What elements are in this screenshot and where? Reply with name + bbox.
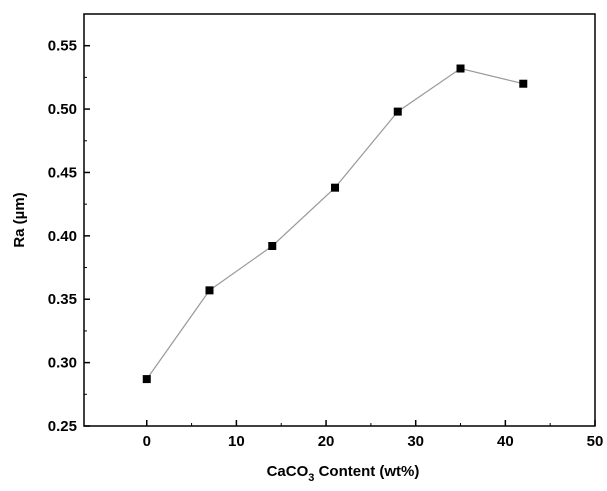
x-tick-label: 10 xyxy=(228,433,245,450)
y-axis-ticks: 0.25 0.30 0.35 0.40 0.45 0.50 0.55 xyxy=(48,38,90,435)
data-point-marker xyxy=(268,241,277,250)
y-tick-label: 0.25 xyxy=(48,418,77,435)
x-axis-title-suffix: Content (wt%) xyxy=(314,463,419,480)
data-point-marker xyxy=(142,375,151,384)
x-tick-label: 50 xyxy=(587,433,604,450)
data-point-marker xyxy=(331,183,340,192)
x-axis-ticks: 0 10 20 30 40 50 xyxy=(143,420,604,450)
x-tick-label: 40 xyxy=(497,433,514,450)
y-axis-title: Ra (µm) xyxy=(11,192,28,247)
y-tick-label: 0.30 xyxy=(48,355,77,372)
data-point-marker xyxy=(519,79,528,88)
data-point-marker xyxy=(205,286,214,295)
x-axis-title-prefix: CaCO xyxy=(267,463,309,480)
x-tick-label: 30 xyxy=(407,433,424,450)
x-tick-label: 20 xyxy=(318,433,335,450)
x-axis-title-subscript: 3 xyxy=(308,472,314,484)
y-tick-label: 0.55 xyxy=(48,38,77,55)
plot-frame xyxy=(83,13,596,427)
y-tick-label: 0.45 xyxy=(48,164,77,181)
data-point-marker xyxy=(456,64,465,73)
y-tick-label: 0.35 xyxy=(48,291,77,308)
y-tick-label: 0.50 xyxy=(48,101,77,118)
x-tick-label: 0 xyxy=(143,433,151,450)
series-layer xyxy=(142,64,528,384)
x-axis-title: CaCO3 Content (wt%) xyxy=(267,463,420,484)
data-point-marker xyxy=(393,107,402,116)
y-tick-label: 0.40 xyxy=(48,228,77,245)
series-line xyxy=(146,67,524,380)
